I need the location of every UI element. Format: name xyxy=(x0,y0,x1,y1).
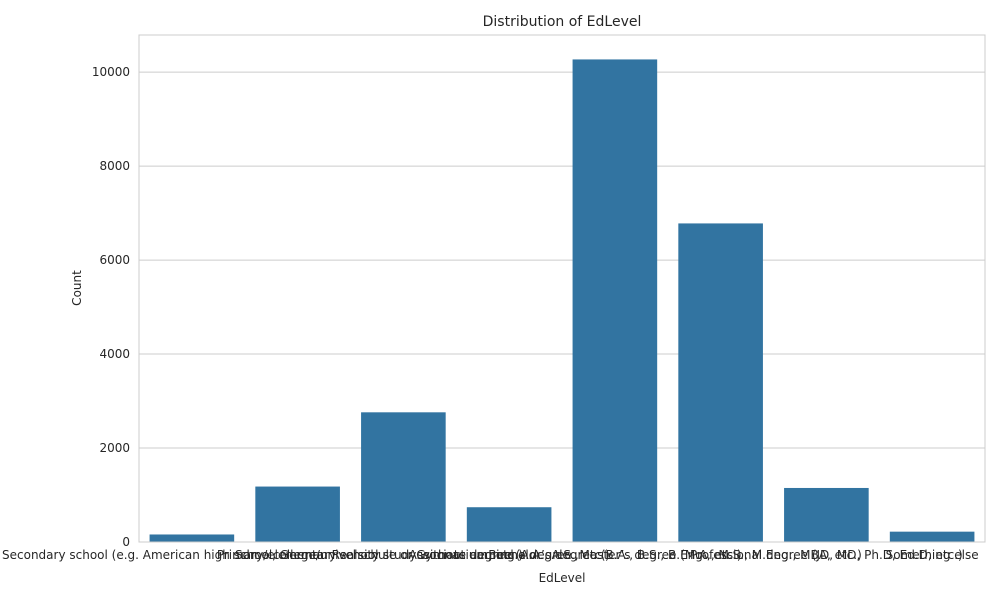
y-ticks: 0 2000 4000 6000 8000 10000 xyxy=(92,65,130,549)
x-ticks: Secondary school (e.g. American high sch… xyxy=(2,548,979,562)
bar xyxy=(572,59,658,542)
y-axis-label: Count xyxy=(70,270,84,306)
x-tick-label: Primary/elementary school xyxy=(217,548,379,562)
y-tick-label: 4000 xyxy=(99,347,130,361)
y-tick-label: 0 xyxy=(122,535,130,549)
bar xyxy=(678,223,763,542)
bars xyxy=(149,59,975,542)
y-tick-label: 6000 xyxy=(99,253,130,267)
x-tick-label: Bachelor’s degree (B.A., B.S., B.Eng., e… xyxy=(488,548,741,562)
x-tick-label: Professional degree (JD, MD, Ph.D, Ed.D,… xyxy=(690,548,963,562)
x-tick-label: Secondary school (e.g. American high sch… xyxy=(2,548,523,562)
x-tick-label: Something else xyxy=(886,548,979,562)
plot-frame xyxy=(138,34,986,543)
y-tick-label: 2000 xyxy=(99,441,130,455)
bar xyxy=(361,412,446,542)
chart-title: Distribution of EdLevel xyxy=(483,14,642,30)
bar xyxy=(889,531,975,542)
y-tick-label: 8000 xyxy=(99,159,130,173)
x-tick-label: Some college/university study without ea… xyxy=(235,548,572,562)
x-tick-label: Master’s degree (M.A., M.S., M.Eng., MBA… xyxy=(579,548,861,562)
x-tick-label: Associate degree (A.A., A.S., etc.) xyxy=(409,548,610,562)
bar xyxy=(149,534,235,542)
x-axis-label: EdLevel xyxy=(539,571,586,585)
bar xyxy=(784,487,869,542)
y-tick-label: 10000 xyxy=(92,65,130,79)
bar xyxy=(255,486,340,542)
bar xyxy=(466,507,552,542)
